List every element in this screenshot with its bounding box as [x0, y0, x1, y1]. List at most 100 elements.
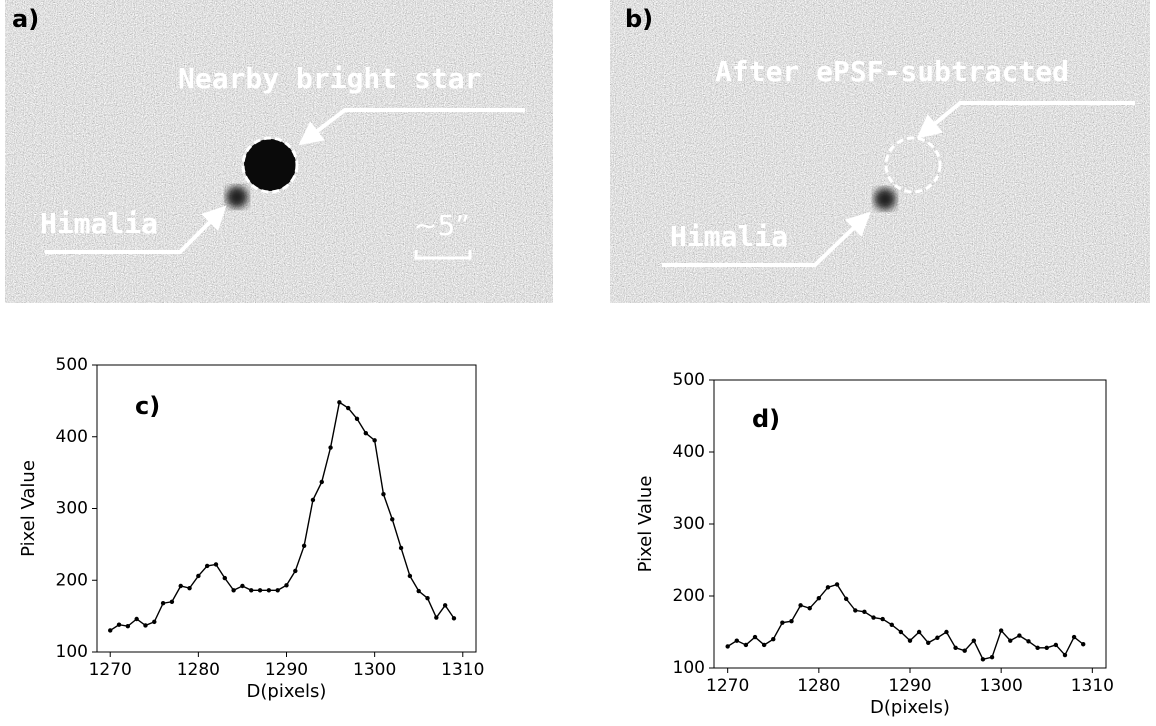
- y-tick-label: 400: [56, 427, 88, 447]
- data-point: [178, 583, 183, 589]
- data-point: [871, 615, 876, 620]
- arrow: [916, 101, 1135, 139]
- scale-bar: [414, 250, 472, 260]
- data-point: [761, 642, 767, 648]
- image-background: [610, 0, 1150, 303]
- data-point: [451, 616, 457, 621]
- data-point: [275, 588, 280, 593]
- data-point: [240, 583, 245, 589]
- x-tick-label: 1290: [888, 676, 931, 696]
- x-tick-label: 1300: [980, 676, 1023, 696]
- data-point: [798, 603, 803, 608]
- data-point: [1017, 633, 1022, 638]
- data-point: [743, 642, 749, 648]
- panel-label: b): [625, 5, 653, 33]
- data-point: [442, 603, 448, 608]
- x-tick-label: 1310: [1071, 676, 1114, 696]
- data-point: [222, 575, 228, 581]
- data-point: [843, 596, 849, 602]
- data-point: [390, 517, 395, 522]
- data-point: [116, 622, 122, 627]
- data-point: [926, 640, 931, 645]
- data-point: [372, 438, 377, 443]
- data-point: [143, 623, 148, 628]
- annotation: After ePSF-subtracted: [715, 55, 1069, 88]
- y-tick-label: 500: [673, 370, 705, 390]
- data-point: [907, 638, 913, 643]
- data-point: [962, 648, 967, 653]
- x-tick-label: 1270: [89, 660, 132, 680]
- x-tick-label: 1280: [797, 676, 840, 696]
- star-circle: [241, 136, 299, 194]
- data-point: [134, 616, 139, 622]
- data-point: [1062, 652, 1068, 658]
- data-point: [935, 635, 940, 640]
- data-point: [284, 583, 289, 588]
- annotation: ∼5”: [414, 209, 470, 242]
- data-point: [789, 619, 794, 624]
- data-point: [1081, 642, 1086, 647]
- y-tick-label: 400: [673, 442, 705, 462]
- data-point: [880, 616, 885, 622]
- x-tick-label: 1270: [706, 676, 749, 696]
- data-point: [108, 628, 113, 633]
- data-point: [337, 400, 342, 405]
- data-point: [160, 601, 166, 606]
- x-tick-label: 1300: [353, 660, 396, 680]
- panel-label: c): [135, 392, 160, 420]
- x-tick-label: 1290: [265, 660, 308, 680]
- data-point: [125, 623, 131, 629]
- data-point: [1071, 634, 1077, 640]
- annotation: Himalia: [40, 207, 158, 240]
- data-point: [816, 595, 822, 601]
- data-point: [310, 497, 316, 503]
- arrow: [662, 211, 871, 267]
- data-point: [752, 634, 758, 640]
- data-point: [416, 588, 421, 594]
- data-point: [771, 637, 776, 642]
- data-point: [204, 563, 210, 569]
- himalia-blob: [874, 188, 896, 210]
- data-line: [727, 583, 1084, 661]
- image-panel-a: a) Nearby bright star Himalia ∼5”: [5, 0, 553, 303]
- data-point: [780, 620, 785, 625]
- data-point: [734, 638, 739, 643]
- bright-star: [244, 139, 296, 191]
- data-point: [319, 479, 324, 485]
- data-line: [109, 401, 455, 632]
- data-point: [862, 609, 867, 615]
- data-point: [398, 545, 404, 551]
- y-tick-label: 500: [56, 355, 88, 375]
- data-point: [971, 638, 977, 643]
- y-axis-label: Pixel Value: [18, 460, 39, 557]
- x-axis-label: D(pixels): [247, 681, 327, 702]
- charts: 100 200 300 400 500 1270 1280 1290 1300 1310 D(pix…: [18, 355, 1114, 718]
- x-tick-label: 1310: [441, 660, 484, 680]
- data-point: [953, 645, 958, 651]
- data-point: [301, 543, 307, 549]
- annotation: Himalia: [670, 220, 788, 253]
- data-point: [1053, 642, 1059, 648]
- data-point: [1035, 645, 1040, 651]
- y-axis-label: Pixel Value: [635, 476, 656, 573]
- data-point: [187, 585, 192, 591]
- panel-label: d): [752, 405, 780, 433]
- data-point: [249, 588, 254, 593]
- arrow: [298, 108, 525, 146]
- data-point: [345, 405, 351, 411]
- data-point: [354, 416, 360, 422]
- panel-label: a): [12, 5, 39, 33]
- data-point: [152, 619, 157, 625]
- himalia-blob: [226, 186, 248, 208]
- annotation: Nearby bright star: [178, 62, 481, 95]
- data-point: [1044, 645, 1049, 651]
- data-point: [807, 606, 812, 611]
- data-point: [898, 629, 904, 635]
- data-point: [381, 491, 386, 497]
- data-point: [425, 595, 430, 601]
- data-point: [980, 657, 986, 662]
- arrow: [45, 205, 227, 254]
- data-point: [231, 588, 236, 593]
- y-tick-label: 100: [673, 658, 705, 678]
